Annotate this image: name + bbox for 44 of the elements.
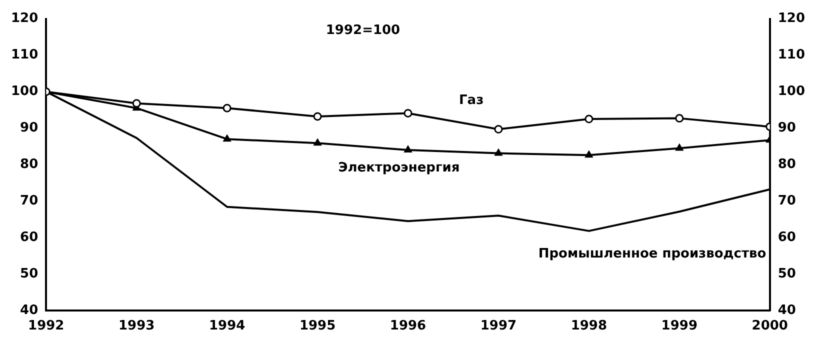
series-label: Промышленное производство <box>538 246 766 262</box>
point <box>585 150 593 158</box>
x-tick-label: 2000 <box>752 318 788 334</box>
point <box>132 99 141 108</box>
point <box>676 144 684 151</box>
point <box>223 134 231 142</box>
y2-tick-label: 120 <box>778 11 806 26</box>
point <box>313 112 322 121</box>
y2-tick-label: 70 <box>778 193 796 208</box>
y-tick-label: 100 <box>10 84 38 100</box>
point <box>314 138 322 146</box>
x-tick-label: 1994 <box>208 318 246 334</box>
y2-tick-label: 90 <box>778 120 796 136</box>
point <box>404 108 412 118</box>
annotation: 1992=100 <box>326 23 400 38</box>
x-tick-label: 1996 <box>390 318 426 334</box>
x-tick-label: 1995 <box>299 318 336 334</box>
point <box>494 149 502 156</box>
y2-tick-label: 60 <box>778 230 796 245</box>
point <box>404 146 412 153</box>
y2-tick-label: 40 <box>778 302 796 318</box>
y-tick-label: 110 <box>10 48 38 63</box>
y-tick-label: 70 <box>20 193 38 208</box>
y-tick-label: 60 <box>20 230 38 245</box>
y-tick-label: 50 <box>20 266 38 282</box>
y2-tick-label: 100 <box>778 84 806 100</box>
x-tick-label: 1999 <box>661 318 698 334</box>
x-tick-label: 1997 <box>480 318 517 334</box>
series-label: Газ <box>459 93 484 108</box>
y-tick-label: 90 <box>20 120 38 136</box>
x-tick-label: 1992 <box>28 318 64 334</box>
y-tick-label: 120 <box>10 11 38 26</box>
point <box>494 124 503 134</box>
series-label: Электроэнергия <box>338 160 460 176</box>
y2-tick-label: 110 <box>778 48 806 63</box>
x-tick-label: 1998 <box>570 318 608 334</box>
y2-tick-label: 50 <box>778 266 796 282</box>
y-tick-label: 80 <box>20 156 38 172</box>
y-tick-label: 40 <box>20 302 38 318</box>
point <box>222 104 232 112</box>
x-tick-label: 1993 <box>118 318 155 334</box>
point <box>675 114 684 123</box>
y2-tick-label: 80 <box>778 156 796 172</box>
point <box>584 114 594 124</box>
